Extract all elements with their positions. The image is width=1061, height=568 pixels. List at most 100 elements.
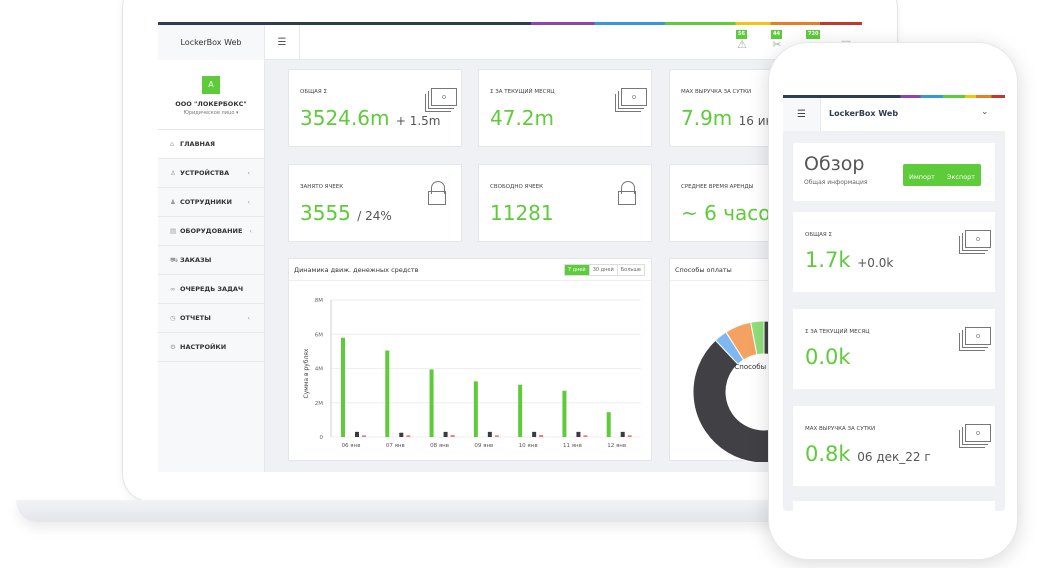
x-tick-label: 12 янв bbox=[607, 443, 626, 449]
card-label: ОБЩАЯ Σ bbox=[805, 232, 832, 238]
org-type-dropdown[interactable]: Юридическое лицо ▾ bbox=[183, 110, 239, 116]
bar[interactable] bbox=[341, 337, 345, 437]
card-value: 0.0k bbox=[805, 345, 851, 369]
sidebar: A ООО "ЛОКЕРБОКС" Юридическое лицо ▾ ⌂ ГЛ… bbox=[158, 60, 265, 472]
bar[interactable] bbox=[443, 431, 448, 437]
bar[interactable] bbox=[518, 384, 523, 437]
x-tick-label: 10 янв bbox=[519, 443, 538, 449]
sidebar-item-devices[interactable]: ♙ УСТРОЙСТВА ‹ bbox=[158, 159, 264, 188]
bar[interactable] bbox=[362, 435, 366, 437]
sidebar-item-settings[interactable]: ⚙ НАСТРОЙКИ bbox=[158, 333, 264, 362]
card-value: 47.2m bbox=[490, 106, 555, 130]
cashflow-chart-card: Динамика движ. денежных средств 7 дней 3… bbox=[288, 258, 652, 461]
sidebar-item-label: УСТРОЙСТВА bbox=[180, 169, 230, 177]
badge: 44 bbox=[771, 30, 782, 39]
x-tick-label: 07 янв bbox=[386, 443, 405, 449]
laptop-screen: LockerBox Web ☰ ⚠56 ✂44 ▭720 □ A ООО "ЛО… bbox=[158, 22, 862, 472]
clock-icon: ◷ bbox=[170, 314, 176, 322]
sidebar-item-label: НАСТРОЙКИ bbox=[180, 343, 227, 351]
stat-card-free: СВОБОДНО ЯЧЕЕК 11281 bbox=[478, 164, 652, 242]
stat-card-next bbox=[793, 501, 995, 511]
sidebar-item-equipment[interactable]: ▤ ОБОРУДОВАНИЕ ‹ bbox=[158, 217, 264, 246]
x-tick-label: 08 янв bbox=[430, 443, 449, 449]
x-tick-label: 09 янв bbox=[474, 443, 493, 449]
stat-card-month: Σ ЗА ТЕКУЩИЙ МЕСЯЦ 47.2m o bbox=[478, 69, 652, 147]
sidebar-item-employees[interactable]: ♟ СОТРУДНИКИ ‹ bbox=[158, 188, 264, 217]
pie-title: Способы оплаты bbox=[675, 266, 732, 274]
card-value: 3555 / 24% bbox=[300, 201, 392, 225]
page-subtitle: Общая информация bbox=[804, 179, 868, 186]
bar[interactable] bbox=[487, 431, 492, 437]
donut-center-label: Способы оплаты bbox=[734, 363, 796, 371]
tab-30-days[interactable]: 30 дней bbox=[588, 265, 617, 275]
color-bar bbox=[783, 95, 1005, 98]
badge: 720 bbox=[806, 30, 821, 39]
x-tick-label: 11 янв bbox=[563, 443, 582, 449]
sidebar-item-home[interactable]: ⌂ ГЛАВНАЯ bbox=[158, 130, 264, 159]
card-label: СВОБОДНО ЯЧЕЕК bbox=[490, 184, 544, 190]
card-value: 3524.6m + 1.5m bbox=[300, 106, 441, 130]
brand[interactable]: LockerBox Web bbox=[158, 25, 265, 60]
bar[interactable] bbox=[399, 432, 404, 437]
devices-icon: ♙ bbox=[170, 169, 176, 177]
money-icon: o bbox=[621, 88, 647, 106]
avatar: A bbox=[202, 76, 220, 94]
bar[interactable] bbox=[627, 435, 632, 437]
chevron-left-icon: ‹ bbox=[249, 227, 252, 235]
y-tick-label: 4M bbox=[315, 367, 323, 373]
sidebar-item-queue[interactable]: ∞ ОЧЕРЕДЬ ЗАДАЧ bbox=[158, 275, 264, 304]
queue-icon: ∞ bbox=[170, 285, 176, 293]
bar[interactable] bbox=[576, 431, 581, 437]
bar[interactable] bbox=[532, 431, 537, 437]
sidebar-item-reports[interactable]: ◷ ОТЧЕТЫ ‹ bbox=[158, 304, 264, 333]
card-label: MAX ВЫРУЧКА ЗА СУТКИ bbox=[681, 89, 752, 95]
import-button[interactable]: Импорт bbox=[909, 173, 935, 181]
card-label: Σ ЗА ТЕКУЩИЙ МЕСЯЦ bbox=[490, 89, 555, 95]
bar[interactable] bbox=[429, 369, 434, 437]
brand: LockerBox Web bbox=[829, 109, 899, 118]
top-header: LockerBox Web ☰ ⚠56 ✂44 ▭720 □ bbox=[158, 25, 862, 60]
menu-toggle-icon[interactable]: ☰ bbox=[265, 25, 300, 60]
bar[interactable] bbox=[539, 434, 544, 437]
unlock-icon bbox=[618, 181, 636, 205]
y-tick-label: 6M bbox=[315, 332, 323, 338]
action-group: Импорт Экспорт bbox=[903, 164, 982, 186]
period-tabs: 7 дней 30 дней Больше bbox=[563, 264, 645, 276]
tools-icon[interactable]: ✂ 44 bbox=[771, 30, 782, 51]
sidebar-item-label: ОЧЕРЕДЬ ЗАДАЧ bbox=[180, 285, 244, 293]
tab-7-days[interactable]: 7 дней bbox=[564, 265, 589, 275]
page-title: Обзор bbox=[804, 153, 865, 175]
bar[interactable] bbox=[385, 350, 390, 437]
bar[interactable] bbox=[473, 381, 478, 437]
sidebar-item-orders[interactable]: ⛟ ЗАКАЗЫ bbox=[158, 246, 264, 275]
org-name: ООО "ЛОКЕРБОКС" bbox=[175, 100, 247, 108]
bar[interactable] bbox=[450, 434, 455, 437]
menu-toggle-icon[interactable]: ☰ bbox=[783, 98, 821, 131]
bar[interactable] bbox=[620, 431, 625, 437]
phone-screen: ☰ LockerBox Web ⌄ Обзор Общая информация… bbox=[783, 95, 1005, 511]
money-icon: o bbox=[965, 424, 991, 442]
bar[interactable] bbox=[355, 431, 359, 437]
chevron-down-icon[interactable]: ⌄ bbox=[981, 107, 989, 117]
bar[interactable] bbox=[494, 435, 499, 437]
users-icon: ♟ bbox=[170, 198, 176, 206]
stat-card-max: MAX ВЫРУЧКА ЗА СУТКИ 0.8k 06 дек_22 г o bbox=[793, 406, 995, 486]
tab-more[interactable]: Больше bbox=[616, 265, 644, 275]
bar-chart: 0 2M 4M 6M 8M Сумма в рублях 06 янв 07 янв 08 ян… bbox=[303, 298, 641, 449]
stat-card-total: ОБЩАЯ Σ 3524.6m + 1.5m o bbox=[288, 69, 462, 147]
cart-icon: ⛟ bbox=[170, 255, 179, 264]
bar[interactable] bbox=[562, 390, 567, 437]
bar[interactable] bbox=[583, 435, 588, 437]
sidebar-item-label: ОТЧЕТЫ bbox=[180, 314, 211, 322]
card-label: MAX ВЫРУЧКА ЗА СУТКИ bbox=[805, 426, 876, 432]
badge: 56 bbox=[736, 30, 747, 39]
x-tick-label: 06 янв bbox=[342, 443, 361, 449]
bar[interactable] bbox=[406, 435, 411, 437]
profile[interactable]: A ООО "ЛОКЕРБОКС" Юридическое лицо ▾ bbox=[158, 60, 264, 130]
export-button[interactable]: Экспорт bbox=[946, 173, 976, 181]
card-label: Σ ЗА ТЕКУЩИЙ МЕСЯЦ bbox=[805, 329, 870, 335]
bar[interactable] bbox=[606, 412, 611, 437]
alert-icon[interactable]: ⚠ 56 bbox=[736, 30, 747, 51]
chart-title: Динамика движ. денежных средств bbox=[294, 266, 419, 274]
stat-card-occupied: ЗАНЯТО ЯЧЕЕК 3555 / 24% bbox=[288, 164, 462, 242]
